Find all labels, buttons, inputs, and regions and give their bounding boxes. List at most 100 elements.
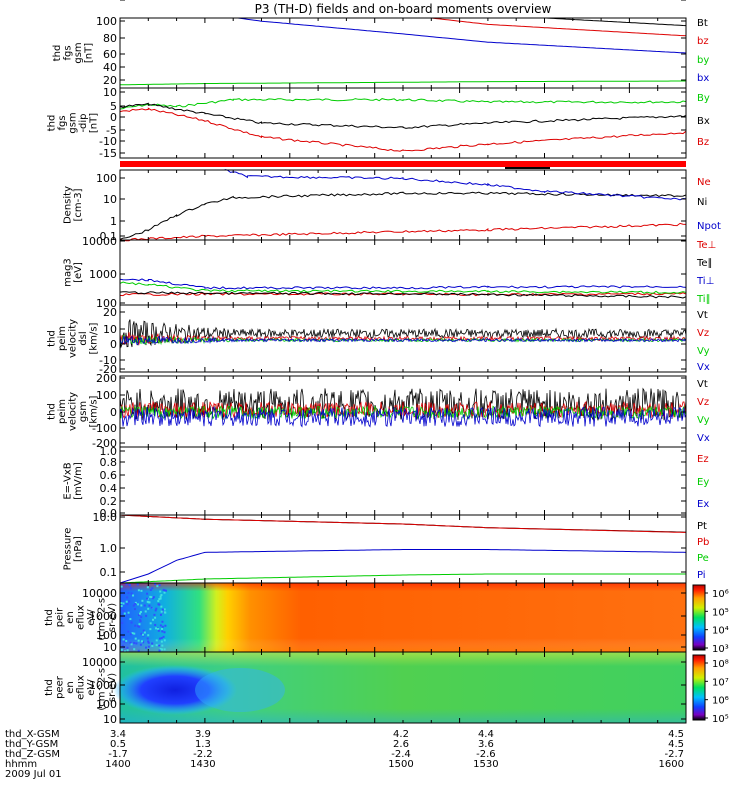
series-line-Pe xyxy=(120,573,686,584)
spectrogram-speck xyxy=(149,622,152,625)
series-line-Ti∥ xyxy=(120,281,686,294)
spectrogram-speck xyxy=(155,627,158,630)
y-axis-label-line: thd xyxy=(47,403,58,420)
spectrogram-speck xyxy=(121,621,124,624)
spectrogram-speck xyxy=(155,644,158,647)
spectrogram-speck xyxy=(159,597,162,600)
colorbar-tick-label: 10⁷ xyxy=(712,677,729,688)
spectrogram-speck xyxy=(144,610,147,613)
y-tick-label: 100 xyxy=(96,15,117,28)
footer-row-label: hhmm xyxy=(5,759,37,770)
spectrogram-electron-blob xyxy=(113,665,237,715)
y-tick-label: 1000 xyxy=(89,268,117,281)
spectrogram-speck xyxy=(139,611,142,614)
spectrogram-speck xyxy=(127,630,130,633)
y-tick-label: 0.0 xyxy=(100,507,118,520)
spectrogram-speck xyxy=(147,641,150,644)
spectrogram-speck xyxy=(159,624,162,627)
legend-Vy: Vy xyxy=(697,415,710,426)
series-group xyxy=(120,278,686,299)
footer-value: 3.6 xyxy=(478,739,494,750)
y-tick-label: 1000 xyxy=(89,679,117,692)
spectrogram-speck xyxy=(154,623,157,626)
legend-Ti⊥: Ti⊥ xyxy=(696,276,714,287)
legend-Vt: Vt xyxy=(697,310,708,321)
spectrogram-speck xyxy=(161,620,164,623)
spectrogram-speck xyxy=(132,604,135,607)
spectrogram-speck xyxy=(138,625,141,628)
spectrogram-speck xyxy=(163,591,166,594)
spectrogram-speck xyxy=(133,648,136,651)
spectrogram-speck xyxy=(137,589,140,592)
spectrogram-speck xyxy=(133,641,136,644)
spectrogram-speck xyxy=(161,644,164,647)
y-tick-label: 1.0 xyxy=(100,445,118,458)
spectrogram-speck xyxy=(158,598,161,601)
spectrogram-speck xyxy=(151,644,154,647)
spectrogram-speck xyxy=(125,639,128,642)
legend-bz: bz xyxy=(697,36,709,47)
spectrogram-speck xyxy=(158,584,161,587)
y-axis-label: thd peim velocity dsl [km/s] xyxy=(47,319,100,358)
y-axis-label: E=-VxB [mV/m] xyxy=(62,462,84,500)
y-tick-label: 1.0 xyxy=(100,542,118,555)
series-line-Bx xyxy=(120,102,686,129)
y-axis-label: Density [cm-3] xyxy=(62,186,84,224)
spectrogram-speck xyxy=(142,629,145,632)
y-axis-label: thd peir en eflux eV/(cm^2-s-sr-eV) xyxy=(44,594,118,641)
spectrogram-speck xyxy=(147,634,150,637)
spectrogram-speck xyxy=(156,585,159,588)
footer-value: 3.9 xyxy=(195,729,211,740)
legend-Bx: Bx xyxy=(697,116,710,127)
spectrogram-speck xyxy=(149,595,152,598)
y-axis-label-line: eflux xyxy=(76,605,87,630)
spectrogram-speck xyxy=(143,631,146,634)
spectrogram-speck xyxy=(146,597,149,600)
y-axis-label: mag3 [eV] xyxy=(62,258,84,287)
footer-row-label: thd_Y-GSM xyxy=(5,739,58,750)
spectrogram-speck xyxy=(123,640,126,643)
y-tick-label: 100 xyxy=(96,629,117,642)
y-tick-label: 0.2 xyxy=(100,495,118,508)
spectrogram-speck xyxy=(157,627,160,630)
y-tick-label: 10.0 xyxy=(93,511,118,524)
series-line-Npot xyxy=(224,169,686,201)
spectrogram-speck xyxy=(160,610,163,613)
y-tick-label: 100 xyxy=(96,389,117,402)
footer-row-label: thd_X-GSM xyxy=(5,729,60,740)
colorbar-tick-label: 10⁵ xyxy=(712,714,729,725)
series-line-Bz xyxy=(120,107,686,152)
spectrogram-speck xyxy=(134,601,137,604)
y-tick-label: 5 xyxy=(110,100,117,113)
colorbar xyxy=(692,584,706,651)
spectrogram-speck xyxy=(159,590,162,593)
series-group xyxy=(120,169,686,242)
y-axis-label-line: peim xyxy=(57,326,68,351)
spectrogram-speck xyxy=(140,616,143,619)
spectrogram-speck xyxy=(163,611,166,614)
footer-value: 4.5 xyxy=(668,729,684,740)
spectrogram-speck xyxy=(122,592,125,595)
spectrogram-speck xyxy=(163,648,166,651)
footer-value: 4.2 xyxy=(393,729,409,740)
spectrogram-speck xyxy=(160,640,163,643)
series-group xyxy=(120,98,686,152)
spectrogram-speck xyxy=(138,623,141,626)
spectrogram-speck xyxy=(132,594,135,597)
series-line-bz xyxy=(427,18,686,37)
colorbar-tick-label: 10⁶ xyxy=(712,696,729,707)
y-axis-label-line: eflux xyxy=(76,675,87,700)
spectrogram-speck xyxy=(130,592,133,595)
spectrogram-speck xyxy=(150,596,153,599)
y-axis-label-line: thd xyxy=(47,330,58,347)
legend-by: by xyxy=(697,55,709,66)
series-line-Pi xyxy=(120,549,686,584)
footer-date: 2009 Jul 01 xyxy=(5,769,62,780)
footer-value: 1600 xyxy=(659,759,684,770)
y-axis-label-line: velocity xyxy=(68,319,79,358)
spectrogram-speck xyxy=(149,628,152,631)
spectrogram-speck xyxy=(134,637,137,640)
y-axis-label-line: thd xyxy=(52,45,63,62)
